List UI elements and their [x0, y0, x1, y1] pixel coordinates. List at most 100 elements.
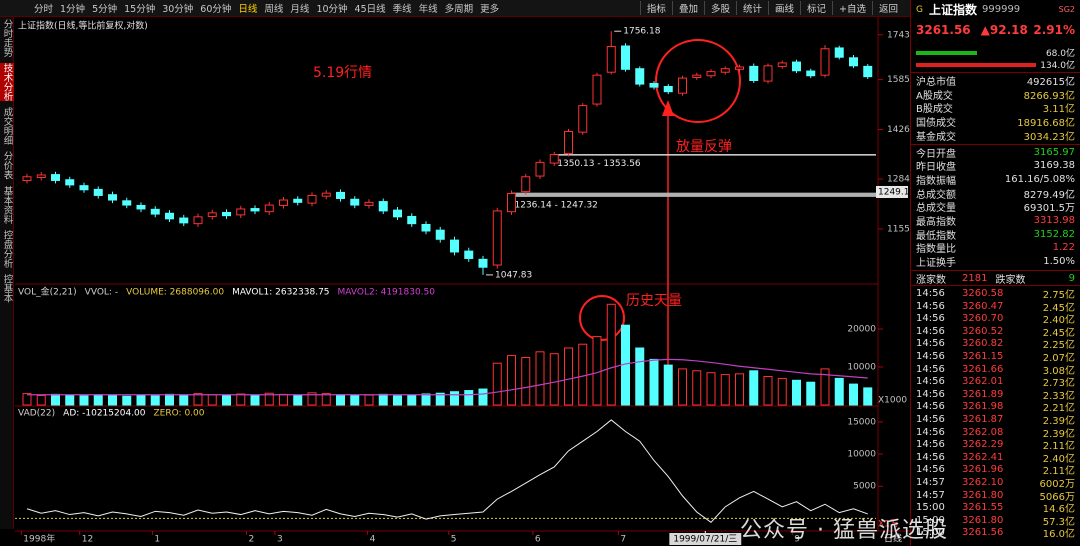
y-tick-label: 20000: [847, 325, 876, 335]
tool-button[interactable]: 统计: [735, 1, 768, 15]
candle-body: [236, 208, 246, 216]
stat-label: 总成交量: [916, 203, 956, 215]
tick-row: 15:00 3261.80 57.3亿: [916, 514, 1075, 528]
tick-row: 15:00 3261.55 14.6亿: [916, 501, 1075, 516]
candle-body: [364, 201, 374, 206]
price-level: [511, 192, 876, 197]
tool-button[interactable]: +自选: [832, 1, 872, 15]
tick-volume: 2.75亿: [1042, 290, 1075, 301]
tool-button[interactable]: 标记: [800, 1, 832, 15]
x-tick-label: 4: [370, 535, 376, 545]
tool-button[interactable]: 返回: [871, 1, 904, 15]
candle-body: [592, 74, 602, 105]
period-tab[interactable]: 1分钟: [60, 4, 86, 15]
side-tab[interactable]: 技术分析: [0, 63, 14, 101]
x-tick-label: 2: [248, 535, 254, 545]
volume-bar: [592, 336, 602, 406]
tick-volume: 2.11亿: [1042, 466, 1075, 478]
x-tick-label: 1: [154, 535, 160, 545]
period-tab[interactable]: 月线: [290, 4, 310, 15]
arrow-head: [662, 100, 674, 116]
candle-body: [450, 239, 459, 253]
period-tab[interactable]: 分时: [34, 4, 54, 15]
trough-label: 1047.83: [495, 270, 532, 280]
candle-body: [863, 65, 873, 78]
cursor-label: 1999/07/21/三: [673, 535, 737, 545]
stat-value: 69301.5万: [1023, 203, 1075, 215]
volume-bar: [435, 392, 445, 406]
indicator-header: VOL_金(2,21): [18, 286, 77, 298]
separator: [911, 72, 1080, 73]
stat-value: 3313.98: [1033, 215, 1075, 226]
tick-row: 14:56 3261.96 2.11亿: [916, 463, 1075, 478]
volume-bar: [606, 303, 616, 406]
period-tab[interactable]: 30分钟: [162, 4, 194, 15]
volume-bar: [393, 395, 402, 406]
candle-body: [834, 47, 844, 58]
tick-price: 3260.82: [962, 338, 1004, 350]
candle-body: [264, 204, 274, 213]
side-tab[interactable]: 成交明细: [1, 107, 13, 145]
breadth-row: 涨家数 2181 跌家数 9: [916, 272, 1075, 286]
side-tab[interactable]: 基本资料: [1, 185, 13, 224]
side-tab[interactable]: 分时走势: [1, 19, 13, 57]
tick-time: 14:56: [916, 363, 945, 375]
y-tick-label: 1743: [887, 30, 910, 40]
candle-body: [108, 194, 117, 201]
volume-bar: [820, 368, 830, 406]
side-tabs: 分时走势技术分析成交明细分价表基本资料控盘分析控基本: [0, 17, 14, 529]
stock-name: 上证指数: [928, 3, 977, 17]
side-tab[interactable]: 控基本: [1, 273, 13, 303]
period-tab[interactable]: 60分钟: [200, 4, 232, 15]
stat-row: 指数量比 1.22: [916, 241, 1075, 255]
stat-row: 今日开盘 3165.97: [916, 146, 1075, 160]
period-tab[interactable]: 年线: [418, 4, 438, 15]
tick-time: 14:56: [916, 313, 945, 325]
stat-row: 沪总市值 492615亿: [916, 74, 1075, 88]
stat-value: 3169.38: [1033, 160, 1075, 172]
tool-button[interactable]: 指标: [639, 1, 672, 15]
volume-bar: [236, 393, 246, 406]
candle-body: [720, 68, 730, 73]
candle-body: [849, 57, 858, 67]
x-tick-label: 5: [451, 535, 457, 545]
tick-time: 14:56: [916, 288, 945, 299]
stat-value: 3034.23亿: [1023, 131, 1075, 143]
side-tab[interactable]: 控盘分析: [1, 229, 13, 268]
y-tick-label: 1155: [887, 224, 910, 234]
y-tick-label: 15000: [847, 417, 876, 427]
y-tick-label: 5000: [853, 482, 876, 492]
period-tab[interactable]: 5分钟: [92, 4, 118, 15]
money-flow: 134.0亿: [916, 58, 1075, 71]
period-tab[interactable]: 周线: [264, 4, 284, 15]
period-tab[interactable]: 更多: [480, 4, 500, 15]
candle-body: [435, 229, 445, 240]
price: 3261.56: [916, 22, 971, 37]
annotation: 历史天量: [626, 293, 682, 309]
stat-value: 1.50%: [1043, 256, 1075, 268]
stat-label: 昨日收盘: [916, 162, 956, 174]
side-tab[interactable]: 分价表: [1, 151, 13, 180]
period-tab[interactable]: 10分钟: [316, 4, 348, 15]
volume-bar: [564, 347, 573, 406]
volume-bar: [165, 393, 174, 406]
tool-button[interactable]: 画线: [767, 1, 800, 15]
volume-bar: [549, 353, 559, 406]
candle-body: [792, 61, 801, 72]
period-tab[interactable]: 45日线: [354, 4, 386, 15]
period-tab[interactable]: 日线: [238, 4, 258, 15]
volume-bar: [279, 393, 288, 406]
volume-bar: [663, 364, 673, 406]
y-tick-label: 10000: [847, 450, 876, 460]
tool-button[interactable]: 多股: [703, 1, 736, 15]
period-tab[interactable]: 15分钟: [124, 4, 156, 15]
period-tab[interactable]: 季线: [392, 4, 412, 15]
tick-price: 3261.96: [962, 464, 1004, 476]
volume-bar: [692, 370, 702, 406]
period-tab[interactable]: 多周期: [444, 4, 474, 15]
tick-price: 3260.47: [962, 300, 1004, 312]
tick-volume: 14.6亿: [1042, 504, 1075, 516]
volume-bar: [521, 357, 531, 406]
tick-row: 14:56 3262.01 2.73亿: [916, 375, 1075, 389]
tool-button[interactable]: 叠加: [671, 1, 704, 15]
